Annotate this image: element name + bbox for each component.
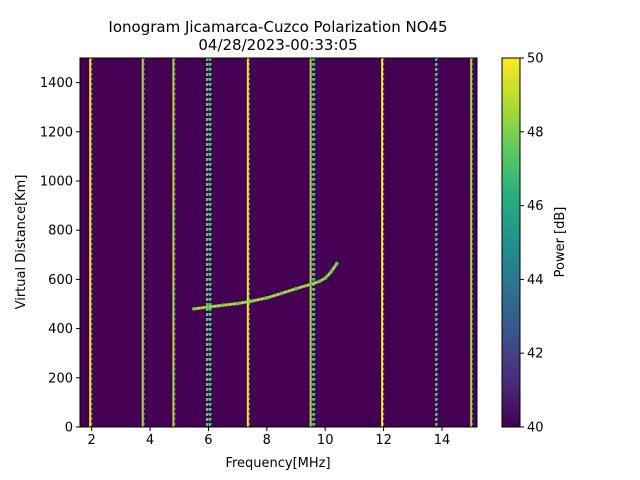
y-tick-label-3: 600 [48,273,73,288]
colorbar-tick-label-4: 48 [527,125,544,140]
colorbar-ticks: 40 42 44 46 48 50 [520,52,544,436]
trace-point-1 [206,305,211,309]
y-axis-label: Virtual Distance[Km] [14,175,29,310]
colorbar-tick-label-2: 44 [527,273,544,288]
x-tick-label-2: 6 [204,433,212,448]
y-tick-label-5: 1000 [40,175,73,190]
x-tick-label-0: 2 [88,433,96,448]
y-tick-label-2: 400 [48,322,73,337]
trace-point-9 [317,279,322,284]
trace-point-3 [235,301,240,306]
trace-point-10 [323,276,328,280]
colorbar-tick-label-3: 46 [527,199,544,214]
trace-point-12 [335,261,339,266]
colorbar-tick-label-0: 40 [527,421,544,436]
x-axis-label: Frequency[MHz] [225,456,330,471]
y-tick-label-0: 0 [65,421,73,436]
x-axis: 2 4 6 8 10 12 14 [88,427,451,448]
x-tick-label-4: 10 [317,433,334,448]
plot-background [80,58,477,427]
colorbar-label: Power [dB] [553,207,568,278]
trace-point-5 [265,296,269,300]
y-axis: 0 200 400 600 800 1000 1200 1400 [40,76,80,436]
interference-lines-layer [89,58,474,427]
trace-point-2 [221,303,225,308]
y-tick-label-4: 800 [48,224,73,239]
trace-point-4 [250,299,255,303]
plot-frame [79,57,478,428]
x-tick-label-6: 14 [434,433,451,448]
trace-point-8 [308,282,313,287]
trace-point-0 [192,307,196,311]
plot-area [79,57,478,428]
x-tick-label-1: 4 [146,433,154,448]
colorbar [501,57,521,428]
trace-point-11 [329,270,333,274]
y-tick-label-1: 200 [48,371,73,386]
echo-trace-layer [192,261,339,311]
x-tick-label-5: 12 [375,433,392,448]
x-tick-label-3: 8 [263,433,271,448]
colorbar-tick-label-1: 42 [527,347,544,362]
trace-point-7 [294,286,298,291]
y-tick-label-6: 1200 [40,125,73,140]
y-tick-label-7: 1400 [40,76,73,91]
trace-point-6 [279,291,284,296]
colorbar-tick-label-5: 50 [527,52,544,67]
chart-title-line2: 04/28/2023-00:33:05 [198,36,357,54]
chart-title-line1: Ionogram Jicamarca-Cuzco Polarization NO… [108,18,447,36]
